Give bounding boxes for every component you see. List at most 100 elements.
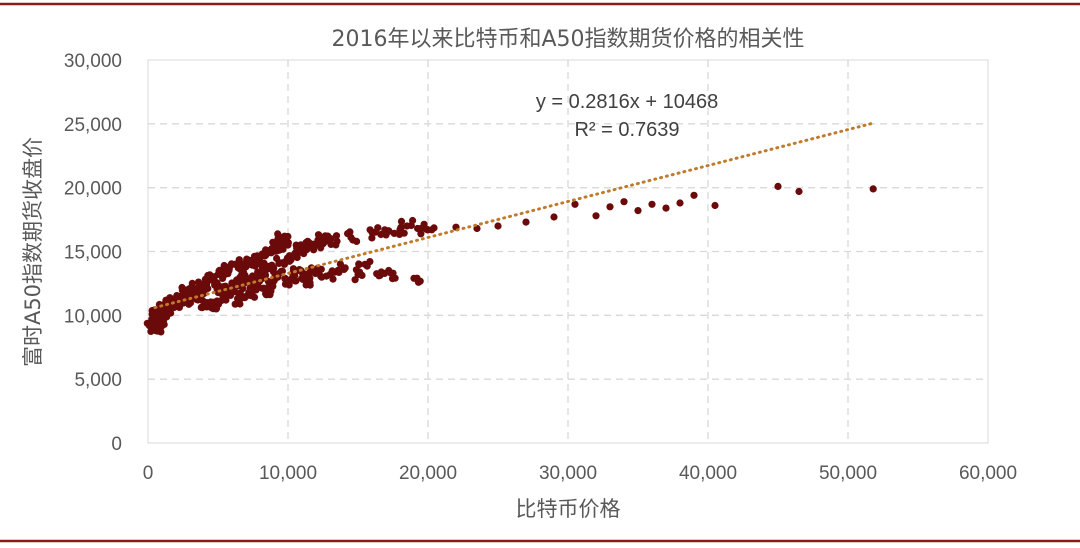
data-point [387,269,395,277]
data-point [267,247,275,255]
data-point [198,304,206,312]
data-point [239,285,247,293]
data-point [711,201,719,210]
y-tick-label: 5,000 [74,370,122,391]
data-point [234,298,242,306]
data-point [302,244,310,252]
data-point [281,280,290,288]
data-point [280,239,288,248]
data-point [329,275,337,283]
data-point [250,293,259,301]
data-point [220,261,228,270]
data-point [332,232,341,240]
x-axis-title: 比特币价格 [516,497,621,521]
r-squared-label: R² = 0.7639 [574,119,679,141]
data-point [245,257,253,266]
x-axis-ticks: 0 10,000 20,000 30,000 40,000 50,000 60,000 [143,463,1017,484]
data-point [304,237,312,245]
data-point [281,275,289,283]
data-point [676,199,684,207]
data-point [194,278,203,286]
grid [148,60,988,443]
data-point [400,229,408,237]
data-point [327,240,335,248]
data-point [353,237,361,245]
y-tick-label: 30,000 [64,51,122,72]
y-tick-label: 20,000 [64,179,122,200]
y-axis-title: 富时A50指数期货收盘价 [21,137,45,367]
data-point [371,228,379,236]
x-tick-label: 40,000 [679,463,737,484]
data-point [606,203,614,211]
data-point [253,252,261,260]
data-point [571,200,579,208]
data-point [351,276,359,284]
y-tick-label: 25,000 [64,115,122,136]
data-point [222,268,230,276]
data-point [414,224,422,233]
data-point [293,244,301,252]
data-point [188,279,196,287]
data-point [274,230,282,238]
data-point [148,326,157,334]
data-point [414,278,423,286]
data-point [292,277,300,285]
data-point [430,224,438,232]
data-point [381,226,389,234]
data-point [355,260,363,269]
data-point [592,212,600,220]
data-point [227,260,236,268]
data-point [315,236,323,244]
data-point [310,246,318,254]
data-point [300,250,308,258]
data-point [300,270,308,278]
data-point [366,258,374,266]
x-tick-label: 50,000 [819,463,877,484]
data-point [279,245,287,253]
data-point [550,213,558,221]
data-point [336,260,344,268]
data-point [186,299,194,307]
y-axis-ticks: 0 5,000 10,000 15,000 20,000 25,000 30,000 [64,51,122,455]
y-tick-label: 0 [111,434,122,455]
data-point [237,266,245,274]
data-point [322,272,330,280]
data-point [341,264,349,272]
data-point [302,281,310,289]
data-point [155,320,163,329]
data-point [409,216,417,225]
plot-frame [147,59,989,444]
data-point [390,229,398,237]
x-tick-label: 0 [143,463,154,484]
data-point [241,294,249,302]
x-tick-label: 20,000 [399,463,457,484]
x-tick-label: 60,000 [959,463,1017,484]
data-point [522,218,530,226]
y-tick-label: 15,000 [64,243,122,264]
data-point [314,231,323,239]
data-point [620,198,628,206]
trendline-equation: y = 0.2816x + 10468 [536,91,718,113]
data-point [262,251,270,259]
data-point [795,187,803,196]
data-point [356,268,364,276]
x-tick-label: 30,000 [539,463,597,484]
chart-title: 2016年以来比特币和A50指数期货价格的相关性 [331,27,804,52]
data-point [373,270,381,278]
data-point [417,230,425,238]
data-point [690,191,698,199]
data-point [327,235,335,243]
data-point [210,276,218,284]
data-point [869,185,877,193]
data-point [239,278,247,286]
data-point [270,264,278,272]
data-points [143,182,877,336]
data-point [346,228,354,236]
data-point [315,266,324,274]
data-point [173,301,181,309]
data-point [397,217,406,225]
data-point [423,226,432,234]
data-point [662,204,670,212]
data-point [774,182,782,190]
y-tick-label: 10,000 [64,306,122,327]
